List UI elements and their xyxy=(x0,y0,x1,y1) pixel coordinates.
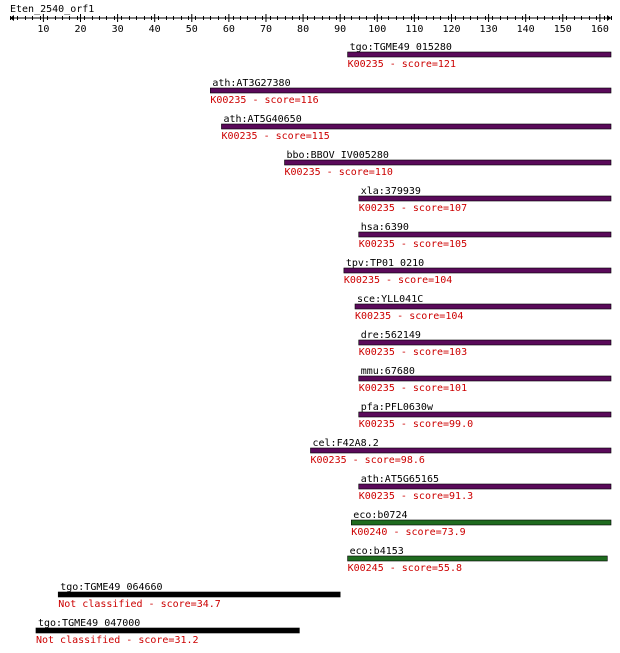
axis-left-arrow xyxy=(10,15,14,21)
axis-tick-label: 60 xyxy=(223,24,235,35)
hit-bar[interactable] xyxy=(343,267,612,274)
hit-bar[interactable] xyxy=(354,303,612,310)
hit-score[interactable]: Not classified - score=34.7 xyxy=(58,599,221,610)
hit-row[interactable]: bbo:BBOV_IV005280 K00235 - score=110 xyxy=(284,150,612,178)
axis-right-arrow xyxy=(607,15,611,21)
hit-score[interactable]: K00235 - score=91.3 xyxy=(359,491,473,502)
hit-name[interactable]: sce:YLL041C xyxy=(357,294,423,305)
hit-name[interactable]: mmu:67680 xyxy=(361,366,415,377)
hit-row[interactable]: eco:b0724 K00240 - score=73.9 xyxy=(351,510,612,538)
hit-row[interactable]: pfa:PFL0630w K00235 - score=99.0 xyxy=(358,402,612,430)
hit-bar[interactable] xyxy=(358,375,612,382)
hit-bar[interactable] xyxy=(284,159,612,166)
hit-score[interactable]: K00240 - score=73.9 xyxy=(351,527,465,538)
hit-score[interactable]: K00235 - score=116 xyxy=(210,95,318,106)
hit-bar[interactable] xyxy=(35,627,300,634)
hit-name[interactable]: tgo:TGME49_064660 xyxy=(60,582,162,593)
axis-tick-label: 20 xyxy=(74,24,86,35)
axis-tick-label: 30 xyxy=(112,24,124,35)
hit-score[interactable]: K00235 - score=105 xyxy=(359,239,467,250)
hit-score[interactable]: K00235 - score=101 xyxy=(359,383,467,394)
hit-score[interactable]: K00235 - score=103 xyxy=(359,347,467,358)
sequence-axis: 10 20 30 40 50 60 70 80 90 100 110 120 130 140 150 160 xyxy=(10,14,612,35)
hit-score[interactable]: K00235 - score=121 xyxy=(348,59,456,70)
hit-score[interactable]: K00235 - score=110 xyxy=(285,167,393,178)
hit-name[interactable]: eco:b0724 xyxy=(353,510,407,521)
hit-row[interactable]: tgo:TGME49_064660 Not classified - score=… xyxy=(57,582,341,610)
axis-tick-label: 90 xyxy=(334,24,346,35)
axis-tick-label: 120 xyxy=(442,24,460,35)
hit-name[interactable]: tpv:TP01_0210 xyxy=(346,258,424,269)
axis-tick-label: 130 xyxy=(480,24,498,35)
hit-bar[interactable] xyxy=(358,339,612,346)
axis-tick-label: 50 xyxy=(186,24,198,35)
hit-bar[interactable] xyxy=(358,231,612,238)
hit-row[interactable]: cel:F42A8.2 K00235 - score=98.6 xyxy=(310,438,612,466)
hit-name[interactable]: hsa:6390 xyxy=(361,222,409,233)
axis-tick-label: 80 xyxy=(297,24,309,35)
axis-tick-label: 110 xyxy=(405,24,423,35)
hit-score[interactable]: K00245 - score=55.8 xyxy=(348,563,462,574)
hit-name[interactable]: pfa:PFL0630w xyxy=(361,402,434,413)
hit-row[interactable]: dre:562149 K00235 - score=103 xyxy=(358,330,612,358)
hit-row[interactable]: tgo:TGME49_015280 K00235 - score=121 xyxy=(347,42,612,70)
hit-score[interactable]: K00235 - score=98.6 xyxy=(311,455,425,466)
hit-name[interactable]: ath:AT3G27380 xyxy=(212,78,290,89)
hit-bar[interactable] xyxy=(358,411,612,418)
hit-bar[interactable] xyxy=(57,591,341,598)
hit-bar[interactable] xyxy=(310,447,612,454)
hit-bar[interactable] xyxy=(347,51,612,58)
hit-bar[interactable] xyxy=(221,123,612,130)
axis-tick-label: 100 xyxy=(368,24,386,35)
hit-name[interactable]: xla:379939 xyxy=(361,186,421,197)
hit-bar[interactable] xyxy=(347,555,608,562)
hit-row[interactable]: tgo:TGME49_047000 Not classified - score=… xyxy=(35,618,300,646)
hit-name[interactable]: dre:562149 xyxy=(361,330,421,341)
query-title: Eten_2540_orf1 xyxy=(10,4,94,15)
hit-score[interactable]: K00235 - score=99.0 xyxy=(359,419,473,430)
hit-bar[interactable] xyxy=(351,519,612,526)
hit-bar[interactable] xyxy=(210,87,612,94)
hit-name[interactable]: ath:AT5G65165 xyxy=(361,474,439,485)
hit-bar[interactable] xyxy=(358,483,612,490)
hit-list: tgo:TGME49_015280 K00235 - score=121 ath:A… xyxy=(35,42,612,646)
hit-name[interactable]: ath:AT5G40650 xyxy=(223,114,301,125)
hit-row[interactable]: eco:b4153 K00245 - score=55.8 xyxy=(347,546,608,574)
hit-bar[interactable] xyxy=(358,195,612,202)
hit-row[interactable]: sce:YLL041C K00235 - score=104 xyxy=(354,294,612,322)
hit-score[interactable]: K00235 - score=104 xyxy=(344,275,452,286)
axis-tick-label: 140 xyxy=(517,24,535,35)
hit-row[interactable]: hsa:6390 K00235 - score=105 xyxy=(358,222,612,250)
axis-tick-label: 160 xyxy=(591,24,609,35)
axis-tick-label: 40 xyxy=(149,24,161,35)
hit-row[interactable]: tpv:TP01_0210 K00235 - score=104 xyxy=(343,258,612,286)
hit-score[interactable]: Not classified - score=31.2 xyxy=(36,635,199,646)
axis-tick-label: 150 xyxy=(554,24,572,35)
hit-name[interactable]: bbo:BBOV_IV005280 xyxy=(287,150,389,161)
hit-row[interactable]: xla:379939 K00235 - score=107 xyxy=(358,186,612,214)
hit-row[interactable]: mmu:67680 K00235 - score=101 xyxy=(358,366,612,394)
hit-row[interactable]: ath:AT5G65165 K00235 - score=91.3 xyxy=(358,474,612,502)
hit-row[interactable]: ath:AT3G27380 K00235 - score=116 xyxy=(210,78,612,106)
hit-score[interactable]: K00235 - score=115 xyxy=(221,131,329,142)
hit-name[interactable]: eco:b4153 xyxy=(350,546,404,557)
hit-name[interactable]: tgo:TGME49_047000 xyxy=(38,618,140,629)
hit-score[interactable]: K00235 - score=107 xyxy=(359,203,467,214)
hit-score[interactable]: K00235 - score=104 xyxy=(355,311,463,322)
axis-tick-label: 10 xyxy=(37,24,49,35)
hit-row[interactable]: ath:AT5G40650 K00235 - score=115 xyxy=(221,114,612,142)
hit-name[interactable]: tgo:TGME49_015280 xyxy=(350,42,452,53)
axis-tick-label: 70 xyxy=(260,24,272,35)
hit-name[interactable]: cel:F42A8.2 xyxy=(313,438,379,449)
